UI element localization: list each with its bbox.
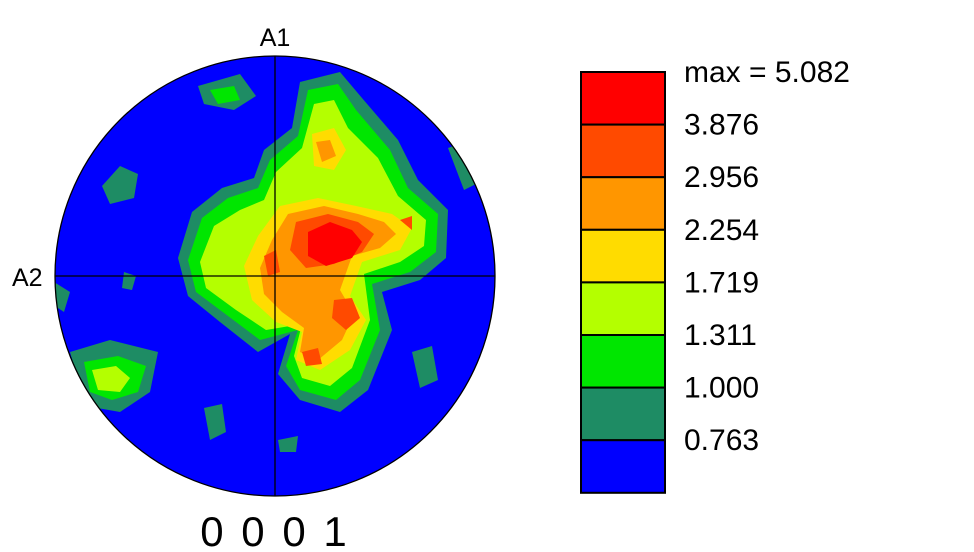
legend-swatch [580,176,666,231]
legend-swatch [580,334,666,389]
legend-level-label: 2.956 [684,161,759,194]
legend-swatch [580,228,666,284]
legend-level-label: 1.719 [684,266,759,299]
pole-figure-outline [54,55,496,497]
contour-level-3876 [308,222,362,266]
legend-swatch [580,386,666,442]
legend-max-label: max = 5.082 [684,56,850,89]
legend-level-label: 3.876 [684,109,759,142]
axis-label-left: A2 [12,264,43,292]
axis-label-top: A1 [260,24,291,52]
legend-swatch [580,123,666,179]
legend-swatch [580,439,666,494]
legend-level-label: 0.763 [684,424,759,457]
contour-layers [55,72,484,452]
legend-level-label: 1.000 [684,372,759,405]
legend-swatch [580,71,666,126]
color-legend: max = 5.082 3.876 2.956 2.254 1.719 1.311 1.00… [580,56,850,494]
legend-swatch [580,281,666,336]
legend-level-label: 2.254 [684,214,759,247]
pole-figure-disk [54,55,496,497]
legend-level-label: 1.311 [684,319,757,352]
chart-title: 0 0 0 1 [200,508,349,552]
